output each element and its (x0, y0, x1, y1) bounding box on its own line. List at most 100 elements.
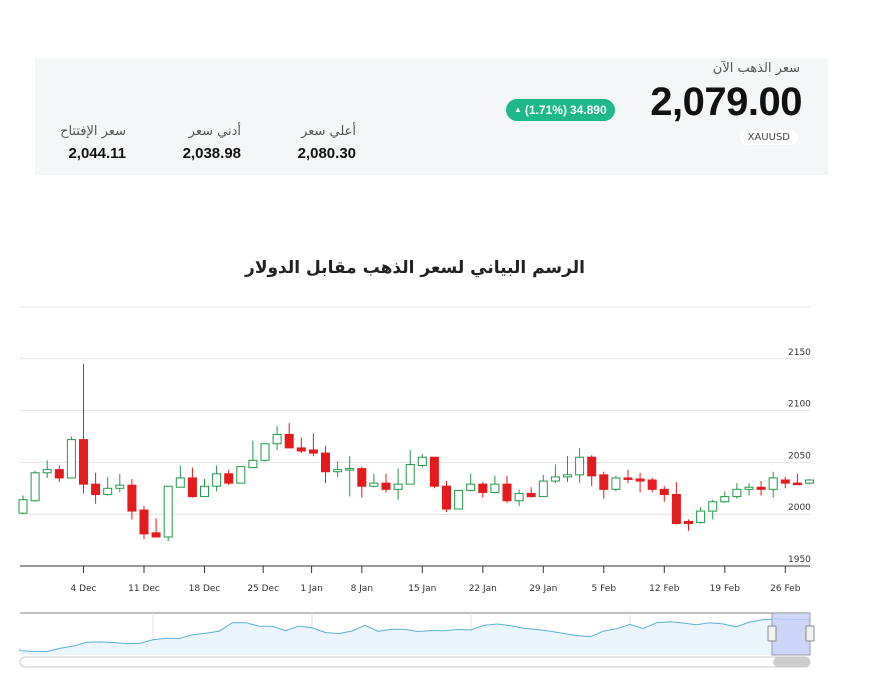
candle (284, 423, 294, 449)
candle-body (187, 477, 197, 498)
candle (780, 476, 790, 489)
candle (79, 363, 88, 494)
candle (115, 473, 125, 493)
scrollbar-thumb[interactable] (773, 657, 810, 667)
candle (442, 481, 451, 513)
candle (224, 469, 234, 486)
candle (805, 478, 814, 485)
candle-body (369, 482, 379, 487)
candle-body (744, 486, 754, 490)
candle-body (272, 433, 282, 445)
candle (357, 466, 367, 498)
candle (393, 468, 403, 500)
candle (599, 471, 609, 499)
candle-body (454, 489, 464, 510)
navigator-handle[interactable] (767, 625, 777, 642)
x-tick-label: 18 Dec (189, 584, 221, 594)
stat-label: سعر الإفتتاح (60, 124, 126, 139)
stat-open: سعر الإفتتاح 2,044.11 (6, 124, 126, 162)
current-price-label: سعر الذهب الآن (712, 61, 800, 76)
change-value: 34.890 (569, 103, 607, 117)
candle (563, 456, 572, 483)
x-tick-label: 19 Feb (710, 584, 741, 594)
candle-body (538, 480, 548, 498)
candle (91, 472, 101, 504)
change-percent: (1.71%) (524, 103, 567, 117)
y-tick-label: 1950 (788, 555, 811, 565)
candle-body (248, 459, 258, 469)
candle-body (526, 492, 536, 498)
candle (345, 456, 355, 497)
candle-body (611, 477, 621, 490)
candle (720, 491, 730, 503)
candle-body (756, 486, 766, 490)
candle (490, 475, 500, 494)
candle-body (91, 483, 101, 496)
candle (333, 461, 343, 477)
candle-body (429, 456, 439, 487)
candle (260, 443, 270, 462)
quote-card: سعر الذهب الآن 2,079.00 ▲ (1.71%) 34.890… (35, 58, 828, 175)
candle (308, 433, 318, 457)
navigator-selected-range[interactable] (771, 612, 811, 656)
candle-body (260, 443, 270, 461)
candle-body (659, 488, 669, 496)
candle (369, 473, 379, 488)
y-tick-label: 2100 (788, 400, 811, 410)
candle-body (393, 483, 403, 490)
stat-label: أعلي سعر (301, 124, 356, 139)
candle-body (732, 488, 742, 498)
x-tick-label: 26 Feb (770, 584, 801, 594)
candle-body (805, 479, 814, 484)
x-tick-label: 15 Jan (408, 584, 436, 594)
scrollbar-track[interactable] (19, 656, 811, 668)
navigator-line (19, 618, 810, 653)
candle (272, 426, 282, 450)
candle-body (720, 496, 730, 503)
candle-body (18, 499, 28, 514)
candle-body (308, 449, 318, 454)
candle-body (780, 479, 790, 484)
candle-body (514, 492, 524, 502)
candle-body (139, 509, 149, 535)
candle (538, 474, 548, 498)
candle-body (502, 483, 512, 502)
x-tick-label: 12 Feb (649, 584, 680, 594)
candle (175, 465, 185, 488)
candle-body (236, 466, 246, 484)
candle-body (417, 456, 427, 467)
candle (381, 473, 391, 493)
candle-body (357, 468, 367, 487)
candle-body (490, 483, 500, 493)
candle (151, 518, 161, 538)
candle-body (127, 484, 137, 512)
x-tick-label: 22 Jan (469, 584, 497, 594)
candle (671, 482, 681, 525)
chart-title: الرسم البياني لسعر الذهب مقابل الدولار (245, 258, 585, 278)
candle (321, 445, 330, 484)
candle-body (321, 452, 330, 473)
candle (163, 485, 173, 542)
y-tick-label: 2000 (788, 503, 811, 513)
candle-body (42, 469, 52, 474)
stat-value: 2,044.11 (68, 145, 126, 162)
candle (429, 456, 439, 489)
candle (550, 464, 560, 484)
x-tick-label: 5 Feb (592, 584, 617, 594)
candle-body (708, 501, 718, 512)
symbol-badge: XAUUSD (739, 130, 798, 145)
candle-body (345, 468, 355, 471)
candle (466, 473, 476, 492)
candle-body (623, 477, 633, 480)
navigator-handle[interactable] (805, 625, 815, 642)
candle-body (599, 474, 609, 490)
candle-body (284, 433, 294, 449)
candle-body (163, 485, 173, 538)
candle (454, 489, 464, 510)
x-tick-label: 8 Jan (351, 584, 373, 594)
candle (236, 466, 246, 484)
candle-body (175, 477, 185, 488)
candle (54, 465, 64, 483)
x-tick-label: 25 Dec (247, 584, 279, 594)
